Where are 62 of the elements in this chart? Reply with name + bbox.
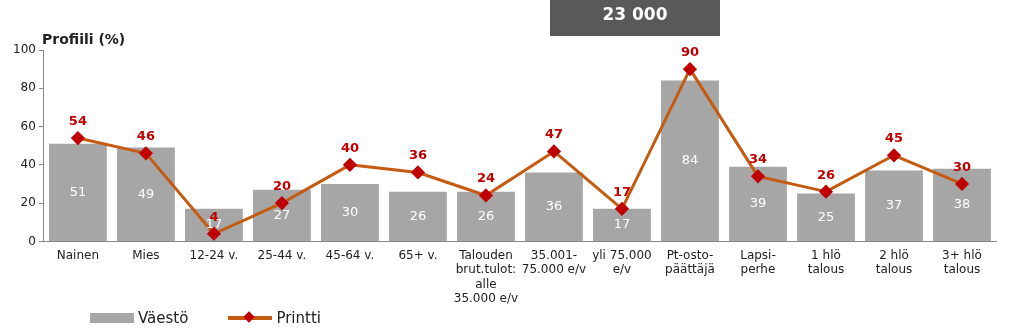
x-tick-label: 1 hlö talous — [807, 247, 845, 277]
y-tick-label: 0 — [28, 233, 36, 248]
data-label: 17 — [613, 216, 631, 232]
data-label: 38 — [953, 196, 971, 212]
data-label: 84 — [681, 152, 699, 168]
data-label: 26 — [816, 166, 836, 182]
legend-label: Printti — [275, 309, 321, 327]
data-label: 30 — [952, 158, 972, 174]
bar — [389, 191, 447, 241]
y-tick-label: 100 — [13, 42, 36, 57]
x-tick-label: 25-44 v. — [257, 247, 307, 262]
bar — [865, 170, 923, 241]
x-tick-label: Talouden brut.tulot: alle 35.000 e/v — [453, 247, 519, 305]
data-label: 30 — [341, 203, 359, 219]
data-label: 47 — [544, 126, 563, 142]
x-tick-label: Lapsi-perhe — [740, 247, 776, 277]
x-tick-label: Pt-osto-päättäjä — [665, 247, 715, 277]
bar — [321, 183, 379, 241]
x-tick-label: 65+ v. — [398, 247, 438, 262]
x-tick-label: 45-64 v. — [325, 247, 375, 262]
data-label: 37 — [885, 197, 903, 213]
bar — [593, 208, 651, 241]
data-label: 45 — [884, 130, 904, 146]
bar — [457, 191, 515, 241]
data-label: 27 — [273, 206, 291, 222]
data-label: 49 — [137, 185, 155, 201]
text: 23 000 — [550, 0, 720, 36]
data-label: 54 — [68, 112, 87, 128]
x-tick-label: Mies — [132, 247, 160, 262]
data-label: 40 — [340, 139, 359, 155]
bar — [49, 143, 107, 241]
data-label: 39 — [749, 195, 767, 211]
data-label: 34 — [748, 151, 768, 167]
y-tick-label: 60 — [20, 118, 36, 133]
x-tick-label: 3+ hlö talous — [942, 247, 982, 277]
bar — [525, 172, 583, 241]
data-label: 26 — [409, 207, 427, 223]
data-label: 36 — [545, 198, 563, 214]
x-tick-label: 2 hlö talous — [875, 247, 913, 277]
data-label: 25 — [817, 208, 835, 224]
x-tick-label: 12-24 v. — [189, 247, 239, 262]
x-tick-label: yli 75.000 e/v — [592, 247, 652, 277]
bar — [661, 80, 719, 241]
data-label: 17 — [612, 183, 632, 199]
x-tick-label: Nainen — [56, 247, 100, 262]
bar — [729, 166, 787, 241]
bar — [253, 189, 311, 241]
y-axis-title: Profiili (%) — [42, 30, 126, 47]
data-label: 90 — [680, 44, 700, 60]
data-label: 24 — [476, 170, 495, 186]
x-tick-label: 35.001-75.000 e/v — [521, 247, 587, 277]
y-tick-label: 80 — [20, 80, 36, 95]
y-tick-label: 20 — [20, 195, 36, 210]
data-label: 26 — [477, 207, 495, 223]
data-label: 46 — [136, 128, 155, 144]
bar — [797, 193, 855, 241]
y-tick-label: 40 — [20, 156, 36, 171]
data-label: 51 — [69, 183, 87, 199]
data-label: 36 — [408, 147, 427, 163]
bar — [117, 147, 175, 241]
legend-label: Väestö — [137, 309, 189, 327]
data-label: 20 — [272, 177, 291, 193]
